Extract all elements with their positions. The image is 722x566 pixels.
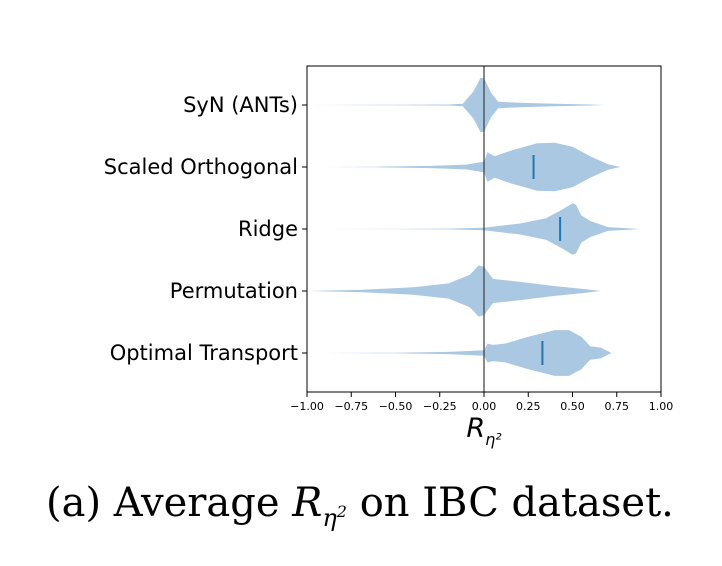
x-tick-label: 0.00 [472,400,497,413]
y-axis: SyN (ANTs) Scaled Orthogonal Ridge Permutat… [104,93,307,365]
caption-suffix: on IBC dataset. [346,480,674,526]
violin-chart: SyN (ANTs) Scaled Orthogonal Ridge Permutat… [104,65,673,449]
caption-symbol: Rη2 [292,480,347,532]
violin-ridge [324,203,640,255]
violin-group [307,78,640,376]
x-axis-label: Rη² [466,413,502,449]
x-tick-label: 1.00 [649,400,674,413]
violin-permutation [307,265,601,317]
x-tick-label: −0.25 [423,400,457,413]
violin-scaled-orthogonal [324,142,621,192]
x-tick-label: −0.50 [379,400,413,413]
x-axis: −1.00 −0.75 −0.50 −0.25 0.00 0.25 0.50 0.75 1.00 [290,392,673,413]
violin-syn-ants- [310,78,605,132]
y-tick-label: Permutation [170,279,298,303]
x-tick-label: 0.75 [605,400,630,413]
x-axis-label-subscript: η² [485,430,502,449]
x-tick-label: −1.00 [290,400,324,413]
mean-markers [532,155,562,365]
y-tick-label: Ridge [238,217,298,241]
y-tick-label: SyN (ANTs) [183,93,298,117]
figure-caption: (a) Average Rη2 on IBC dataset. [46,480,674,532]
y-tick-label: Optimal Transport [110,341,298,365]
violin-optimal-transport [324,330,612,376]
caption-prefix: (a) Average [46,480,293,526]
y-tick-label: Scaled Orthogonal [104,155,298,179]
x-tick-label: −0.75 [334,400,368,413]
x-axis-label-main: R [466,413,485,444]
x-tick-label: 0.25 [516,400,541,413]
x-tick-label: 0.50 [560,400,585,413]
